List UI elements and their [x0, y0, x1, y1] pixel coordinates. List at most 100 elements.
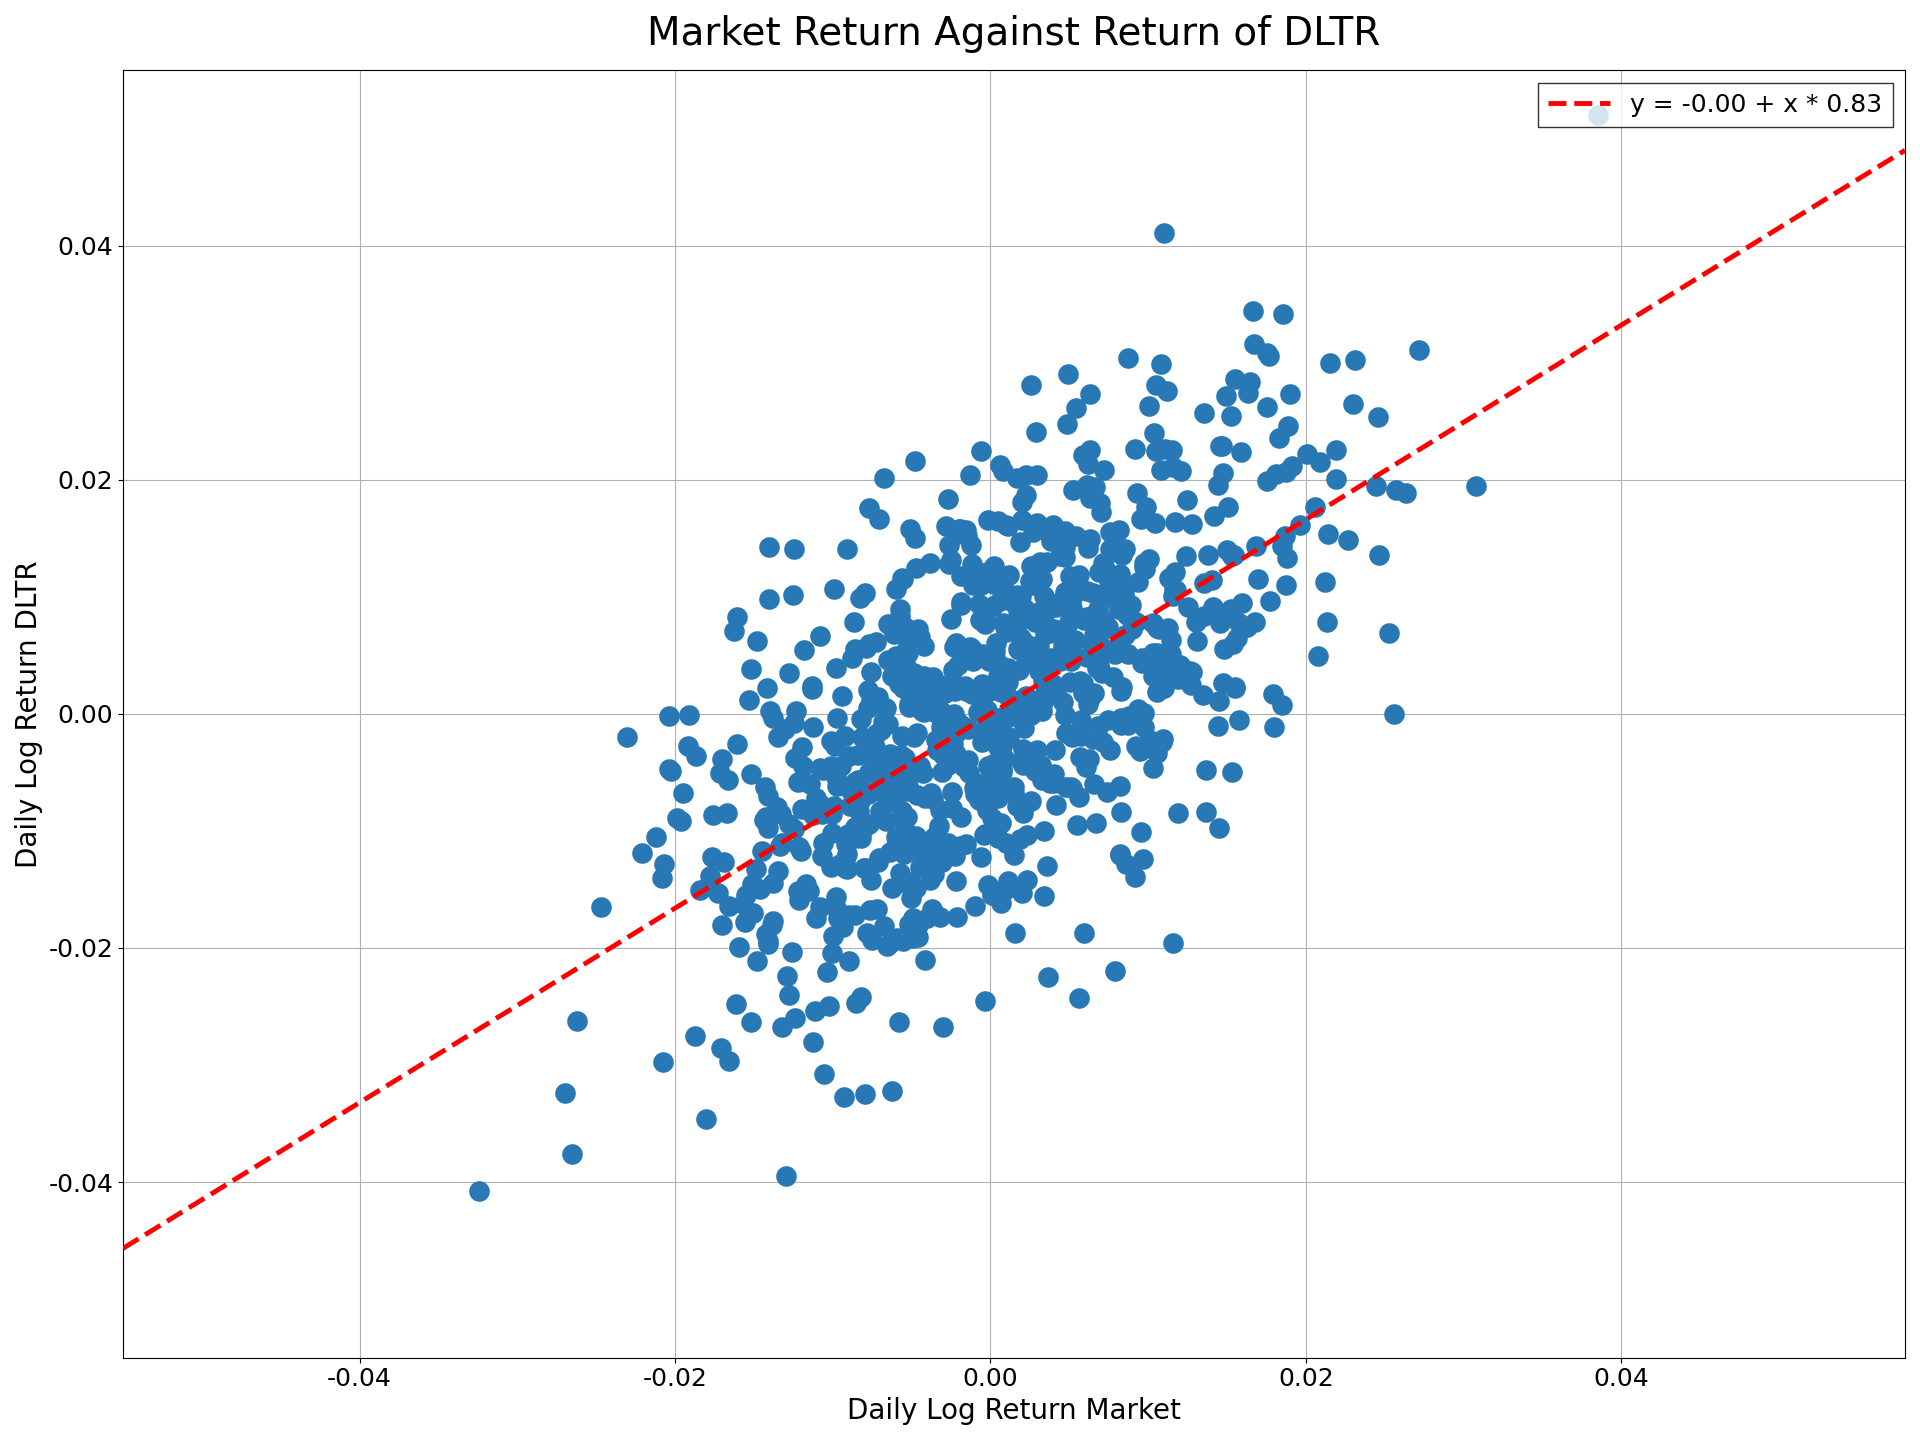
- Point: [1002, 795, 1033, 818]
- Point: [1066, 670, 1096, 693]
- Point: [985, 717, 1016, 740]
- Point: [1110, 624, 1140, 647]
- Point: [1050, 580, 1081, 603]
- Point: [899, 926, 929, 949]
- Point: [1121, 734, 1152, 757]
- Point: [973, 649, 1004, 672]
- Point: [860, 750, 891, 773]
- Point: [972, 560, 1002, 583]
- Point: [1071, 755, 1102, 778]
- Point: [1221, 626, 1252, 649]
- Point: [970, 822, 1000, 845]
- Point: [1023, 550, 1054, 573]
- Point: [943, 710, 973, 733]
- Point: [801, 786, 831, 809]
- Point: [841, 815, 872, 838]
- Point: [1056, 726, 1087, 749]
- Point: [828, 684, 858, 707]
- Point: [1154, 566, 1185, 589]
- Point: [753, 536, 783, 559]
- Point: [952, 717, 983, 740]
- Point: [998, 922, 1029, 945]
- Point: [910, 786, 941, 809]
- Point: [883, 1011, 914, 1034]
- Point: [705, 1037, 735, 1060]
- Point: [899, 726, 929, 749]
- Point: [1056, 586, 1087, 609]
- Point: [1238, 300, 1269, 323]
- Point: [860, 723, 891, 746]
- Point: [657, 760, 687, 783]
- Point: [1025, 649, 1056, 672]
- Point: [937, 732, 968, 755]
- Point: [1041, 596, 1071, 619]
- Point: [856, 688, 887, 711]
- Point: [820, 886, 851, 909]
- Point: [1014, 569, 1044, 592]
- Point: [833, 744, 864, 768]
- Point: [1014, 703, 1044, 726]
- Point: [929, 681, 960, 704]
- Point: [893, 658, 924, 681]
- Point: [1010, 464, 1041, 487]
- Point: [1048, 690, 1079, 713]
- Point: [1148, 677, 1179, 700]
- Point: [895, 517, 925, 540]
- Point: [804, 625, 835, 648]
- Point: [1068, 608, 1098, 631]
- Point: [829, 832, 860, 855]
- Point: [885, 743, 916, 766]
- Point: [845, 768, 876, 791]
- Point: [680, 1024, 710, 1047]
- Point: [751, 805, 781, 828]
- Point: [770, 719, 801, 742]
- Point: [797, 1030, 828, 1053]
- Point: [851, 636, 881, 660]
- Point: [989, 572, 1020, 595]
- Point: [962, 572, 993, 595]
- Point: [839, 903, 870, 926]
- Point: [837, 647, 868, 670]
- Point: [993, 687, 1023, 710]
- Point: [1140, 616, 1171, 639]
- Point: [979, 647, 1010, 670]
- Point: [1010, 632, 1041, 655]
- Point: [922, 729, 952, 752]
- Point: [941, 523, 972, 546]
- Point: [812, 960, 843, 984]
- Point: [956, 534, 987, 557]
- Point: [818, 942, 849, 965]
- Point: [995, 704, 1025, 727]
- Point: [1056, 580, 1087, 603]
- Point: [1004, 706, 1035, 729]
- Point: [948, 756, 979, 779]
- Point: [879, 622, 910, 645]
- Point: [900, 527, 931, 550]
- Point: [1050, 776, 1081, 799]
- Point: [851, 814, 881, 837]
- Point: [1164, 654, 1194, 677]
- Point: [973, 769, 1004, 792]
- Point: [918, 825, 948, 848]
- Point: [1085, 491, 1116, 514]
- Point: [1064, 986, 1094, 1009]
- Point: [910, 949, 941, 972]
- Point: [1196, 569, 1227, 592]
- Point: [933, 753, 964, 776]
- Point: [847, 779, 877, 802]
- Point: [1192, 543, 1223, 566]
- Point: [885, 760, 916, 783]
- Point: [820, 657, 851, 680]
- Point: [1092, 615, 1123, 638]
- Point: [1123, 570, 1154, 593]
- Point: [1027, 603, 1058, 626]
- Point: [1217, 632, 1248, 655]
- Point: [852, 782, 883, 805]
- Point: [979, 554, 1010, 577]
- Point: [666, 809, 697, 832]
- Title: Market Return Against Return of DLTR: Market Return Against Return of DLTR: [647, 14, 1380, 53]
- Point: [964, 593, 995, 616]
- Point: [1104, 518, 1135, 541]
- Point: [835, 795, 866, 818]
- Point: [958, 649, 989, 672]
